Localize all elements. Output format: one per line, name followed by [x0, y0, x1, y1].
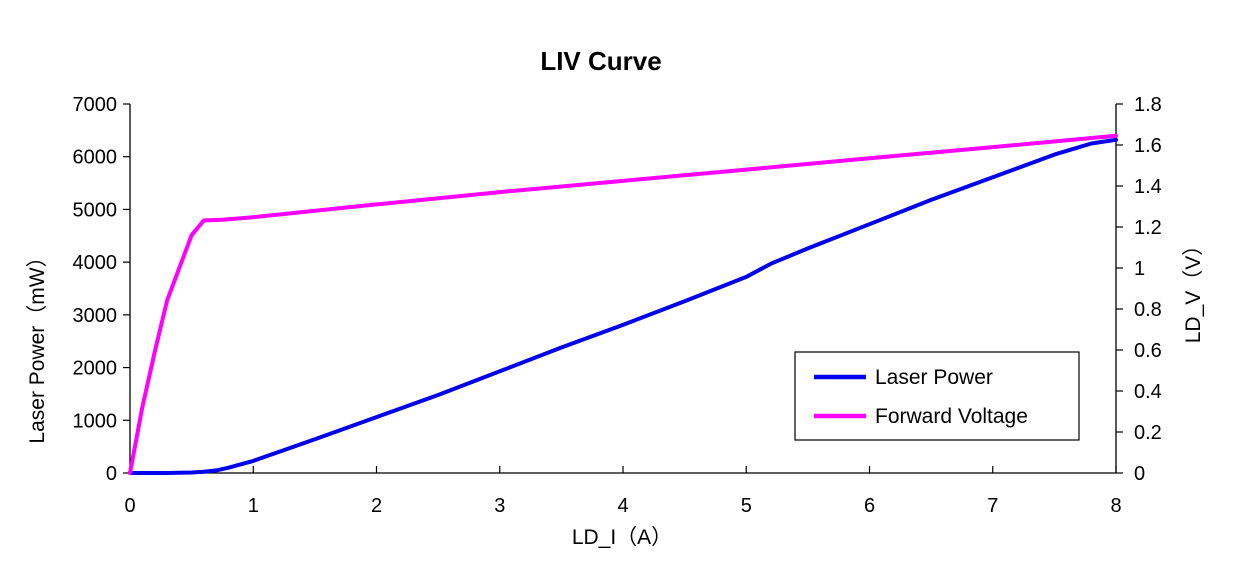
- left-y-tick-label: 2000: [73, 358, 118, 380]
- right-y-tick-label: 1: [1134, 258, 1145, 280]
- right-y-tick-label: 0.8: [1134, 299, 1162, 321]
- right-y-tick-label: 1.8: [1134, 94, 1162, 116]
- x-tick-label: 8: [1110, 495, 1121, 517]
- series-line-forward-voltage: [128, 133, 1118, 475]
- left-y-tick-label: 7000: [73, 94, 118, 116]
- legend: Laser Power Forward Voltage: [794, 351, 1080, 441]
- left-y-tick-label: 5000: [73, 199, 118, 221]
- x-tick-label: 6: [864, 495, 875, 517]
- right-y-tick-label: 1.6: [1134, 135, 1162, 157]
- right-y-tick-label: 0: [1134, 463, 1145, 485]
- x-tick-label: 5: [741, 495, 752, 517]
- x-tick-label: 7: [987, 495, 998, 517]
- x-axis-label: LD_I（A）: [572, 526, 672, 549]
- series-line-laser-power: [128, 137, 1118, 475]
- left-y-axis-label: Laser Power（mW）: [26, 246, 49, 443]
- left-y-tick-label: 4000: [73, 252, 118, 274]
- left-y-axis-ticks: 0 1000 2000 3000 4000 5000 6000 7000: [73, 94, 130, 485]
- x-tick-label: 1: [248, 495, 259, 517]
- x-tick-label: 4: [617, 495, 628, 517]
- right-y-tick-label: 0.4: [1134, 381, 1162, 403]
- right-y-tick-label: 1.2: [1134, 217, 1162, 239]
- legend-box: [794, 351, 1080, 441]
- right-y-tick-label: 0.6: [1134, 340, 1162, 362]
- series-lines: [128, 133, 1118, 475]
- legend-label-laser-power: Laser Power: [875, 366, 993, 389]
- left-y-tick-label: 3000: [73, 305, 118, 327]
- legend-label-forward-voltage: Forward Voltage: [875, 405, 1028, 428]
- right-y-tick-label: 1.4: [1134, 176, 1162, 198]
- x-tick-label: 2: [371, 495, 382, 517]
- left-y-tick-label: 0: [106, 463, 117, 485]
- left-y-tick-label: 1000: [73, 410, 118, 432]
- right-y-axis-label: LD_V（V）: [1182, 235, 1205, 344]
- right-y-axis-ticks: 0 0.2 0.4 0.6 0.8 1 1.2 1.4 1.6 1.8: [1116, 94, 1162, 485]
- chart-title: LIV Curve: [540, 46, 661, 76]
- x-tick-label: 0: [124, 495, 135, 517]
- left-y-tick-label: 6000: [73, 147, 118, 169]
- x-axis-ticks: 0 1 2 3 4 5 6 7 8: [124, 466, 1122, 517]
- right-y-tick-label: 0.2: [1134, 422, 1162, 444]
- x-tick-label: 3: [494, 495, 505, 517]
